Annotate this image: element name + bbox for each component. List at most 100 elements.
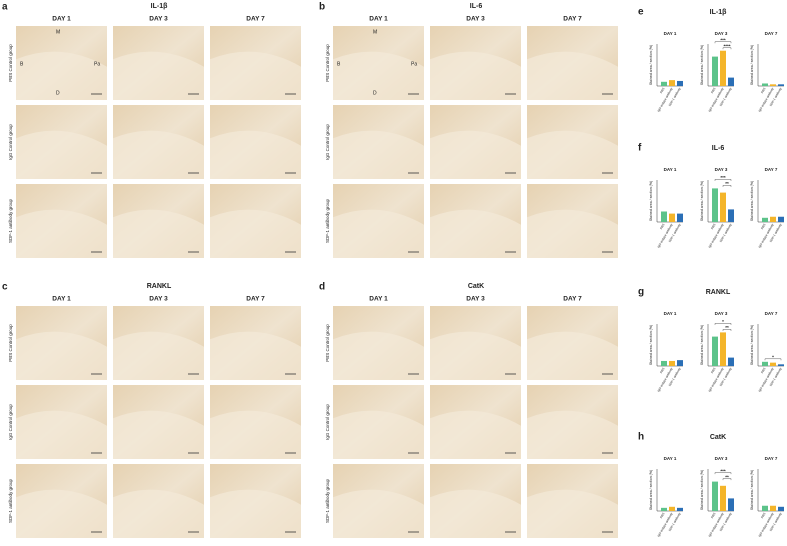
x-tick-label: PBS (710, 87, 716, 94)
panel-letter: h (638, 432, 644, 443)
subplot-title: DAY 1 (664, 311, 677, 316)
bar (669, 360, 675, 366)
bar (720, 192, 726, 222)
bar (669, 506, 675, 511)
column-header: DAY 1 (369, 296, 388, 303)
tissue-texture (430, 410, 521, 459)
row-label: PBS Control group (325, 324, 330, 362)
subplot-title: DAY 3 (715, 456, 728, 461)
tissue-texture (210, 209, 301, 258)
bar (720, 50, 726, 86)
x-tick-label: PBS (659, 87, 665, 94)
significance-label: *** (720, 37, 726, 42)
x-tick-label: PBS (710, 512, 716, 519)
panel-letter: e (638, 7, 644, 18)
subplot-title: DAY 7 (765, 311, 778, 316)
tissue-texture (333, 130, 424, 179)
tissue-texture (113, 489, 204, 538)
bar (762, 361, 768, 366)
bar (677, 80, 683, 86)
tissue-texture (430, 51, 521, 100)
significance-label: *** (720, 468, 726, 473)
y-axis-label: Stained area / section (%) (649, 470, 653, 510)
subplot-title: DAY 3 (715, 311, 728, 316)
x-tick-label: PBS (659, 367, 665, 374)
bar (720, 485, 726, 511)
bar (677, 360, 683, 366)
bar (661, 360, 667, 366)
subplot-title: DAY 3 (715, 167, 728, 172)
chart-title: CatK (710, 434, 726, 441)
tissue-texture (210, 331, 301, 380)
column-header: DAY 1 (369, 16, 388, 23)
image-annotation: Pa (411, 61, 417, 67)
row-label: IgG Control group (325, 124, 330, 160)
x-tick-label: PBS (659, 512, 665, 519)
row-label: IgG Control group (8, 124, 13, 160)
y-axis-label: Stained area / section (%) (700, 45, 704, 85)
significance-bracket (722, 47, 732, 50)
bar (712, 188, 718, 222)
tissue-texture (430, 331, 521, 380)
x-tick-label: PBS (710, 367, 716, 374)
significance-bracket (714, 179, 732, 181)
y-axis-label: Stained area / section (%) (700, 181, 704, 221)
tissue-texture (333, 51, 424, 100)
subplot-title: DAY 3 (715, 31, 728, 36)
row-label: PBS Control group (8, 324, 13, 362)
bar (778, 364, 784, 366)
tissue-texture (527, 331, 618, 380)
row-label: SDF-1 antibody group (8, 478, 13, 523)
bar (762, 83, 768, 86)
bar (661, 81, 667, 86)
subplot-title: DAY 7 (765, 31, 778, 36)
subplot-title: DAY 1 (664, 167, 677, 172)
tissue-texture (210, 130, 301, 179)
tissue-texture (210, 489, 301, 538)
significance-label: ** (725, 474, 729, 479)
column-header: DAY 3 (466, 16, 485, 23)
row-label: IgG Control group (8, 404, 13, 440)
row-label: SDF-1 antibody group (325, 198, 330, 243)
bar (778, 216, 784, 222)
tissue-texture (527, 130, 618, 179)
significance-bracket (714, 472, 732, 475)
x-tick-label: PBS (710, 223, 716, 230)
significance-label: **** (723, 43, 730, 48)
column-header: DAY 7 (563, 16, 582, 23)
bar (712, 56, 718, 86)
column-header: DAY 3 (149, 296, 168, 303)
column-header: DAY 7 (563, 296, 582, 303)
tissue-texture (333, 489, 424, 538)
panel-letter: a (2, 2, 8, 13)
image-annotation: D (373, 90, 377, 96)
x-tick-label: PBS (659, 223, 665, 230)
significance-bracket (714, 41, 732, 44)
significance-label: * (772, 354, 774, 359)
column-header: DAY 3 (149, 16, 168, 23)
image-annotation: D (56, 90, 60, 96)
x-tick-label: PBS (760, 223, 766, 230)
row-label: IgG Control group (325, 404, 330, 440)
panel-letter: b (319, 2, 325, 13)
tissue-texture (16, 489, 107, 538)
bar (770, 362, 776, 366)
row-label: SDF-1 antibody group (8, 198, 13, 243)
bar (728, 498, 734, 511)
panel-letter: f (638, 143, 642, 154)
tissue-texture (333, 331, 424, 380)
x-tick-label: PBS (760, 367, 766, 374)
panel-title: IL-1β (151, 3, 168, 10)
chart-title: IL-6 (712, 145, 725, 152)
tissue-texture (527, 51, 618, 100)
column-header: DAY 1 (52, 16, 71, 23)
y-axis-label: Stained area / section (%) (700, 470, 704, 510)
x-tick-label: PBS (760, 87, 766, 94)
column-header: DAY 1 (52, 296, 71, 303)
significance-label: ** (725, 325, 729, 330)
bar (762, 217, 768, 222)
significance-bracket (714, 323, 732, 325)
row-label: PBS Control group (8, 44, 13, 82)
x-tick-label: PBS (760, 512, 766, 519)
panel-letter: d (319, 282, 325, 293)
